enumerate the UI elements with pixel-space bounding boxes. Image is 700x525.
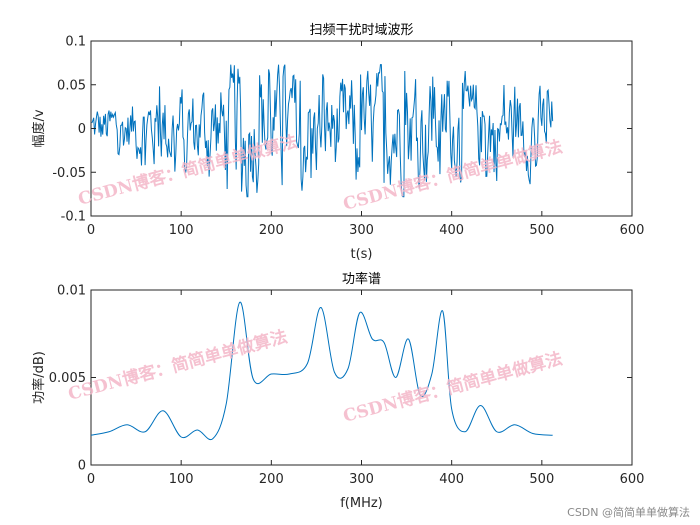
power-spectrum-x-tick-label: 600: [620, 472, 645, 487]
time-domain-y-tick-label: -0.1: [61, 210, 86, 225]
power-spectrum-x-tick-label: 500: [529, 472, 554, 487]
time-domain-ylabel: 幅度/v: [31, 109, 47, 147]
power-spectrum-xlabel: f(MHz): [340, 496, 383, 511]
power-spectrum-ylabel: 功率/dB): [31, 351, 47, 404]
footer-credit: CSDN @简简单单做算法: [567, 505, 690, 519]
power-spectrum-x-tick-label: 300: [349, 472, 374, 487]
power-spectrum-y-tick-label: 0.005: [49, 371, 86, 386]
time-domain-y-tick-label: 0.1: [65, 35, 86, 50]
power-spectrum-y-tick-label: 0: [78, 459, 86, 474]
time-domain-xlabel: t(s): [350, 247, 372, 262]
time-domain-y-tick-label: 0.05: [57, 78, 86, 93]
time-domain-series-line: [91, 64, 554, 198]
time-domain-x-tick-label: 600: [620, 223, 645, 238]
power-spectrum-panel: 0 100 200 300 400 500 600 0 0.005 0.01 功率谱 f(MHz…: [31, 271, 644, 511]
time-domain-x-ticks: 0 100 200 300 400 500 600: [87, 41, 645, 238]
time-domain-y-ticks: -0.1 -0.05 0 0.05 0.1: [52, 35, 632, 225]
power-spectrum-x-tick-label: 100: [169, 472, 194, 487]
time-domain-x-tick-label: 500: [529, 223, 554, 238]
power-spectrum-x-ticks: 0 100 200 300 400 500 600: [87, 290, 645, 487]
time-domain-x-tick-label: 200: [259, 223, 284, 238]
power-spectrum-series-line: [90, 301, 553, 441]
time-domain-title: 扫频干扰时域波形: [309, 23, 413, 38]
power-spectrum-y-tick-label: 0.01: [57, 284, 86, 299]
power-spectrum-axes-box: [90, 289, 633, 466]
time-domain-y-tick-label: 0: [78, 122, 86, 137]
time-domain-panel: 0 100 200 300 400 500 600 -0.1 -0.05 0 0.05 0.1 扫频…: [31, 23, 644, 262]
time-domain-x-tick-label: 0: [87, 223, 95, 238]
time-domain-x-tick-label: 300: [349, 223, 374, 238]
time-domain-x-tick-label: 400: [439, 223, 464, 238]
power-spectrum-x-tick-label: 0: [87, 472, 95, 487]
power-spectrum-x-tick-label: 200: [259, 472, 284, 487]
time-domain-y-tick-label: -0.05: [52, 166, 86, 181]
power-spectrum-y-ticks: 0 0.005 0.01: [49, 284, 632, 474]
power-spectrum-x-tick-label: 400: [439, 472, 464, 487]
power-spectrum-title: 功率谱: [342, 271, 381, 287]
time-domain-x-tick-label: 100: [169, 223, 194, 238]
